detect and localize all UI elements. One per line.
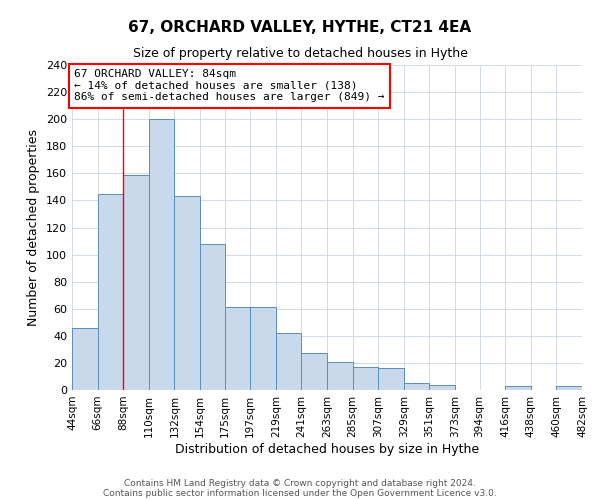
Bar	[378, 368, 404, 390]
Bar	[556, 386, 582, 390]
Bar	[430, 384, 455, 390]
Text: Contains HM Land Registry data © Crown copyright and database right 2024.: Contains HM Land Registry data © Crown c…	[124, 478, 476, 488]
Bar	[123, 174, 149, 390]
Text: 67, ORCHARD VALLEY, HYTHE, CT21 4EA: 67, ORCHARD VALLEY, HYTHE, CT21 4EA	[128, 20, 472, 35]
Text: Contains public sector information licensed under the Open Government Licence v3: Contains public sector information licen…	[103, 488, 497, 498]
Text: Size of property relative to detached houses in Hythe: Size of property relative to detached ho…	[133, 48, 467, 60]
Bar	[224, 308, 250, 390]
Text: 67 ORCHARD VALLEY: 84sqm
← 14% of detached houses are smaller (138)
86% of semi-: 67 ORCHARD VALLEY: 84sqm ← 14% of detach…	[74, 69, 385, 102]
Bar	[404, 383, 430, 390]
Bar	[505, 386, 531, 390]
Bar	[327, 362, 353, 390]
Y-axis label: Number of detached properties: Number of detached properties	[28, 129, 40, 326]
X-axis label: Distribution of detached houses by size in Hythe: Distribution of detached houses by size …	[175, 442, 479, 456]
Bar	[98, 194, 123, 390]
Bar	[250, 308, 276, 390]
Bar	[72, 328, 98, 390]
Bar	[200, 244, 224, 390]
Bar	[301, 354, 327, 390]
Bar	[276, 333, 301, 390]
Bar	[175, 196, 200, 390]
Bar	[353, 367, 378, 390]
Bar	[149, 119, 175, 390]
